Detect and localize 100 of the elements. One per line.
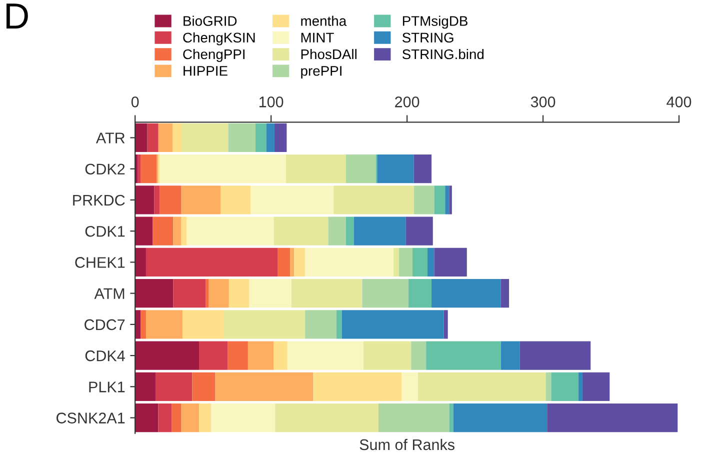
- bar: [154, 186, 160, 214]
- bar: [414, 154, 432, 184]
- bar: [135, 310, 141, 339]
- legend-label: ChengPPI: [183, 48, 245, 62]
- bar: [146, 310, 183, 339]
- bar: [274, 216, 328, 246]
- bar: [336, 310, 342, 339]
- legend-label: PhosDAll: [301, 48, 356, 60]
- bar: [406, 216, 433, 246]
- bar: [449, 403, 454, 432]
- y-tick-label: CDK2: [85, 164, 125, 175]
- y-tick-label: CDK4: [85, 350, 125, 362]
- bar: [346, 154, 376, 184]
- bar: [186, 216, 274, 246]
- bar: [135, 123, 148, 152]
- bar: [199, 341, 228, 370]
- bar: [414, 186, 434, 214]
- bar: [135, 216, 153, 246]
- y-tick-label: PLK1: [89, 382, 125, 392]
- bar: [220, 186, 251, 214]
- bar: [274, 341, 288, 370]
- y-tick-label: CDK1: [85, 226, 125, 237]
- bar: [181, 186, 221, 214]
- legend-label: STRING: [402, 32, 454, 43]
- bar: [182, 123, 228, 152]
- bar: [578, 372, 582, 401]
- bar: [173, 216, 182, 246]
- bar: [290, 248, 294, 277]
- bar: [427, 248, 434, 277]
- y-tick-label: ATR: [96, 132, 125, 144]
- bar: [249, 278, 292, 308]
- bar: [228, 341, 248, 370]
- bar: [192, 372, 216, 401]
- bar: [408, 278, 432, 308]
- bar: [346, 216, 354, 246]
- bar: [158, 403, 172, 432]
- bar: [147, 123, 158, 152]
- bar: [546, 372, 552, 401]
- bar: [146, 248, 278, 277]
- bar: [286, 154, 346, 184]
- bar: [211, 403, 276, 432]
- bar: [181, 216, 187, 246]
- bar: [334, 186, 414, 214]
- bar: [155, 372, 192, 401]
- legend-label: ChengKSIN: [183, 32, 255, 46]
- bar: [135, 403, 158, 432]
- x-tick-label: 400: [666, 96, 692, 108]
- bar: [135, 341, 199, 370]
- bar: [291, 278, 362, 308]
- bar: [199, 403, 212, 432]
- bar: [278, 248, 290, 277]
- bar: [135, 278, 174, 308]
- bar: [140, 154, 157, 184]
- bar: [434, 186, 446, 214]
- legend-label: MINT: [301, 32, 334, 42]
- bar: [140, 310, 146, 339]
- bar: [215, 372, 314, 401]
- bar: [208, 278, 229, 308]
- bar: [364, 341, 412, 370]
- bar: [449, 186, 452, 214]
- bar: [182, 310, 224, 339]
- bar: [426, 341, 501, 370]
- bar: [377, 154, 414, 184]
- bar: [412, 248, 428, 277]
- bar: [582, 372, 610, 401]
- bar: [520, 341, 591, 370]
- bar: [354, 216, 406, 246]
- bar: [328, 216, 346, 246]
- bar: [313, 372, 402, 401]
- y-tick-label: ATM: [94, 288, 124, 299]
- bar: [275, 403, 378, 432]
- bar: [152, 216, 174, 246]
- bar: [547, 403, 678, 432]
- bar: [172, 123, 182, 152]
- bar: [411, 341, 426, 370]
- legend-label: BioGRID: [184, 16, 237, 26]
- bar: [135, 154, 138, 184]
- bar: [362, 278, 408, 308]
- bar: [158, 123, 172, 152]
- bar: [206, 278, 209, 308]
- bar: [160, 186, 182, 214]
- bar: [378, 403, 450, 432]
- bar: [181, 403, 199, 432]
- bar: [250, 186, 334, 214]
- y-tick-label: CDC7: [84, 319, 125, 330]
- bar: [294, 248, 306, 277]
- bar: [500, 278, 510, 308]
- legend-label: STRING.bind: [402, 48, 484, 60]
- bar: [255, 123, 266, 152]
- x-tick-label: 300: [530, 96, 556, 108]
- bar: [274, 123, 287, 152]
- bar: [160, 154, 286, 184]
- bar: [135, 186, 154, 214]
- bar: [305, 310, 336, 339]
- bar: [173, 278, 206, 308]
- text: D: [6, 4, 28, 28]
- x-axis-title: Sum of Ranks: [360, 438, 454, 450]
- bar: [138, 154, 141, 184]
- bar: [551, 372, 578, 401]
- bar: [228, 123, 256, 152]
